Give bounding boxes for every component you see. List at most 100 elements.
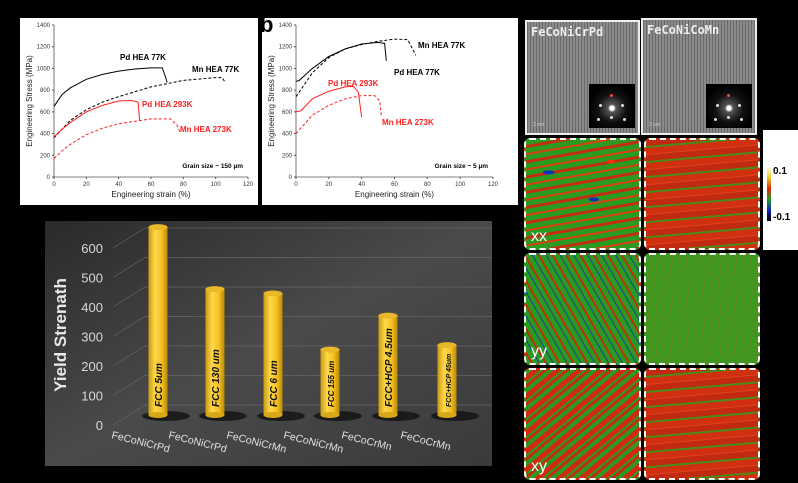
stress-strain-panel-a: 0 20 40 60 80 100 1200200400600800100012001400… — [3, 12, 258, 205]
bar-base — [263, 412, 283, 418]
bar-label: FCC+HCP 45um — [446, 354, 453, 407]
x-tick-label: 20 — [325, 182, 332, 188]
tem-image-fecomn: FeCoNiCoMn 2 nm — [641, 18, 757, 135]
bar-base — [378, 412, 398, 418]
bar — [205, 289, 225, 415]
series-line — [295, 41, 387, 82]
x-tick-label: 0 — [294, 182, 298, 188]
fft-inset — [589, 84, 635, 128]
x-tick-label: 0 — [52, 182, 56, 188]
series-line — [295, 85, 363, 118]
panel-label: b — [260, 12, 273, 37]
gridline — [112, 404, 492, 426]
bar-label: FCC 130 um — [211, 349, 222, 407]
y-tick-label: 1400 — [37, 23, 51, 29]
series-label: Mn HEA 77K — [192, 65, 239, 74]
colorbar-max: 0.1 — [773, 166, 787, 177]
gridline — [112, 316, 492, 337]
bar-label: FCC 5um — [154, 363, 165, 407]
x-tick-label: 120 — [488, 182, 499, 188]
y-tick-label: 1200 — [37, 45, 51, 51]
y-tick-label: 200 — [282, 153, 293, 159]
bar-top — [148, 224, 168, 231]
series-line — [295, 38, 417, 97]
series-line — [53, 99, 141, 138]
yield-strength-bar-chart: 0 100 200 300 400 500 600 Yield Strenath FCC 5um… — [45, 221, 492, 466]
x-tick-label: 100 — [211, 182, 222, 188]
x-tick-label: 80 — [424, 182, 431, 188]
y-tick-label: 500 — [81, 271, 103, 286]
y-tick-label: 1000 — [37, 66, 51, 72]
bar-label: FCC+HCP 4.5um — [384, 328, 395, 407]
strain-map-xy-right — [644, 368, 760, 480]
y-tick-label: 1400 — [279, 23, 293, 29]
series-label: Pd HEA 77K — [120, 53, 166, 62]
tem-title-left: FeCoNiCrPd — [531, 25, 604, 39]
y-tick-label: 1000 — [279, 66, 293, 72]
stress-strain-panel-b: 0 20 40 60 80 100 1200200400600800100012001400… — [260, 12, 518, 205]
x-tick-label: 120 — [243, 182, 254, 188]
row-label-xx: xx — [531, 228, 547, 245]
y-tick-label: 300 — [81, 330, 103, 345]
x-axis-label: Engineering strain (%) — [111, 190, 190, 199]
y-tick-label: 800 — [282, 88, 293, 94]
gridline — [112, 375, 492, 396]
colorbar-gradient — [767, 167, 771, 221]
y-axis-label: Engineering Stress (MPa) — [25, 55, 34, 147]
bar-base — [148, 412, 168, 418]
grain-size-annotation: Grain size ~ 150 µm — [182, 163, 243, 170]
tem-title-right: FeCoNiCoMn — [647, 23, 720, 37]
row-label-xy: xy — [531, 458, 547, 475]
y-tick-label: 0 — [96, 418, 103, 433]
y-tick-label: 400 — [81, 300, 103, 315]
panel-label: a — [3, 12, 16, 37]
tem-image-fecocrpd: FeCoNiCrPd 2 nm — [525, 20, 640, 135]
strain-map-xx-right — [644, 138, 760, 250]
y-tick-label: 800 — [40, 88, 51, 94]
bar-base — [320, 412, 340, 418]
x-tick-label: 60 — [391, 182, 398, 188]
bar-base — [205, 412, 225, 418]
bar — [148, 227, 168, 415]
y-axis-label: Yield Strenath — [51, 278, 70, 392]
row-label-yy: yy — [531, 343, 547, 360]
y-tick-label: 0 — [47, 175, 51, 181]
x-tick-label: 40 — [115, 182, 122, 188]
bar-top — [320, 346, 340, 353]
bar-top — [378, 312, 398, 319]
y-tick-label: 600 — [40, 110, 51, 116]
bar-top — [263, 290, 283, 297]
strain-map-xy-left: xy — [524, 368, 641, 480]
bar-base — [437, 412, 457, 418]
y-tick-label: 600 — [282, 110, 293, 116]
x-tick-label: 80 — [180, 182, 187, 188]
panel-background — [262, 18, 518, 205]
bar — [320, 349, 340, 415]
y-tick-label: 1200 — [279, 45, 293, 51]
series-label: Pd HEA 77K — [394, 68, 440, 77]
scale-bar: 2 nm — [649, 122, 661, 128]
series-line — [53, 77, 226, 139]
bar-top — [437, 342, 457, 349]
y-axis-label: Engineering Stress (MPa) — [267, 55, 276, 147]
x-tick-label: 100 — [455, 182, 466, 188]
bar — [437, 345, 457, 415]
series-label: Pd HEA 293K — [142, 100, 193, 109]
bar-label: FCC 155 um — [327, 361, 336, 407]
y-tick-label: 100 — [81, 389, 103, 404]
strain-map-yy-left: yy — [524, 253, 641, 365]
gridline — [112, 286, 492, 308]
fft-inset — [706, 84, 752, 128]
x-tick-label: 20 — [83, 182, 90, 188]
grain-size-annotation: Grain size ~ 5 µm — [435, 163, 489, 170]
gridline — [112, 227, 492, 249]
y-tick-label: 200 — [40, 153, 51, 159]
series-label: Mn HEA 273K — [382, 118, 434, 127]
colorbar: 0.1 -0.1 — [763, 130, 798, 250]
series-label: Mn HEA 273K — [180, 125, 232, 134]
gridline — [112, 345, 492, 367]
x-tick-label: 60 — [148, 182, 155, 188]
x-axis-label: Engineering strain (%) — [355, 190, 434, 199]
colorbar-min: -0.1 — [773, 212, 791, 223]
